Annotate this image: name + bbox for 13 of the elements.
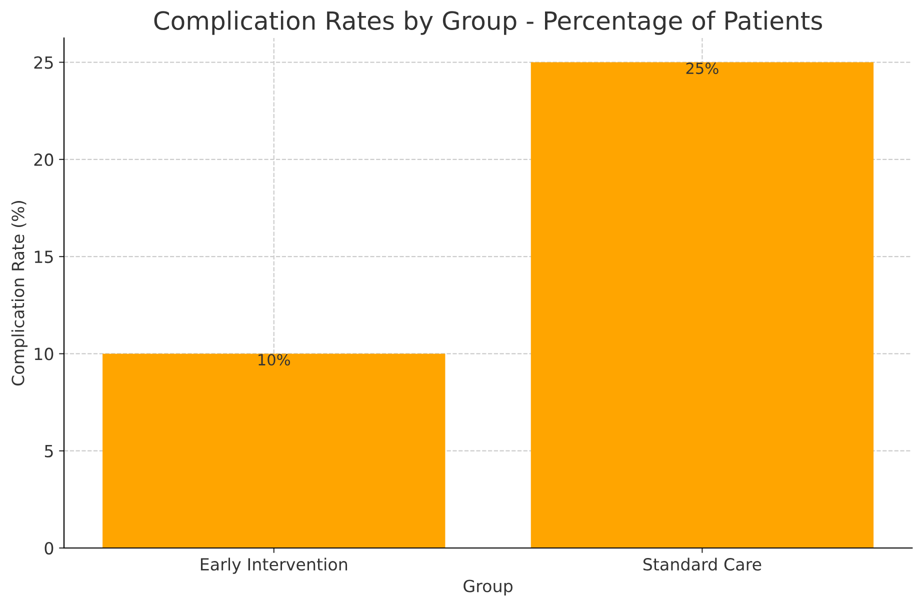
y-tick-label: 25 bbox=[34, 56, 53, 69]
data-label: 10% bbox=[258, 354, 290, 366]
x-tick-label: Early Intervention bbox=[200, 558, 348, 574]
y-tick-label: 5 bbox=[44, 445, 53, 458]
data-label: 25% bbox=[686, 62, 718, 74]
chart-title: Complication Rates by Group - Percentage of Patients bbox=[154, 10, 822, 35]
y-tick-label: 10 bbox=[34, 348, 54, 360]
y-tick-label: 0 bbox=[44, 542, 54, 555]
y-tick-label: 15 bbox=[34, 250, 53, 264]
y-tick-label: 20 bbox=[34, 153, 54, 166]
x-axis-title: Group bbox=[464, 580, 512, 596]
y-axis-title: Complication Rate (%) bbox=[11, 201, 28, 386]
x-tick-label: Standard Care bbox=[643, 558, 762, 571]
